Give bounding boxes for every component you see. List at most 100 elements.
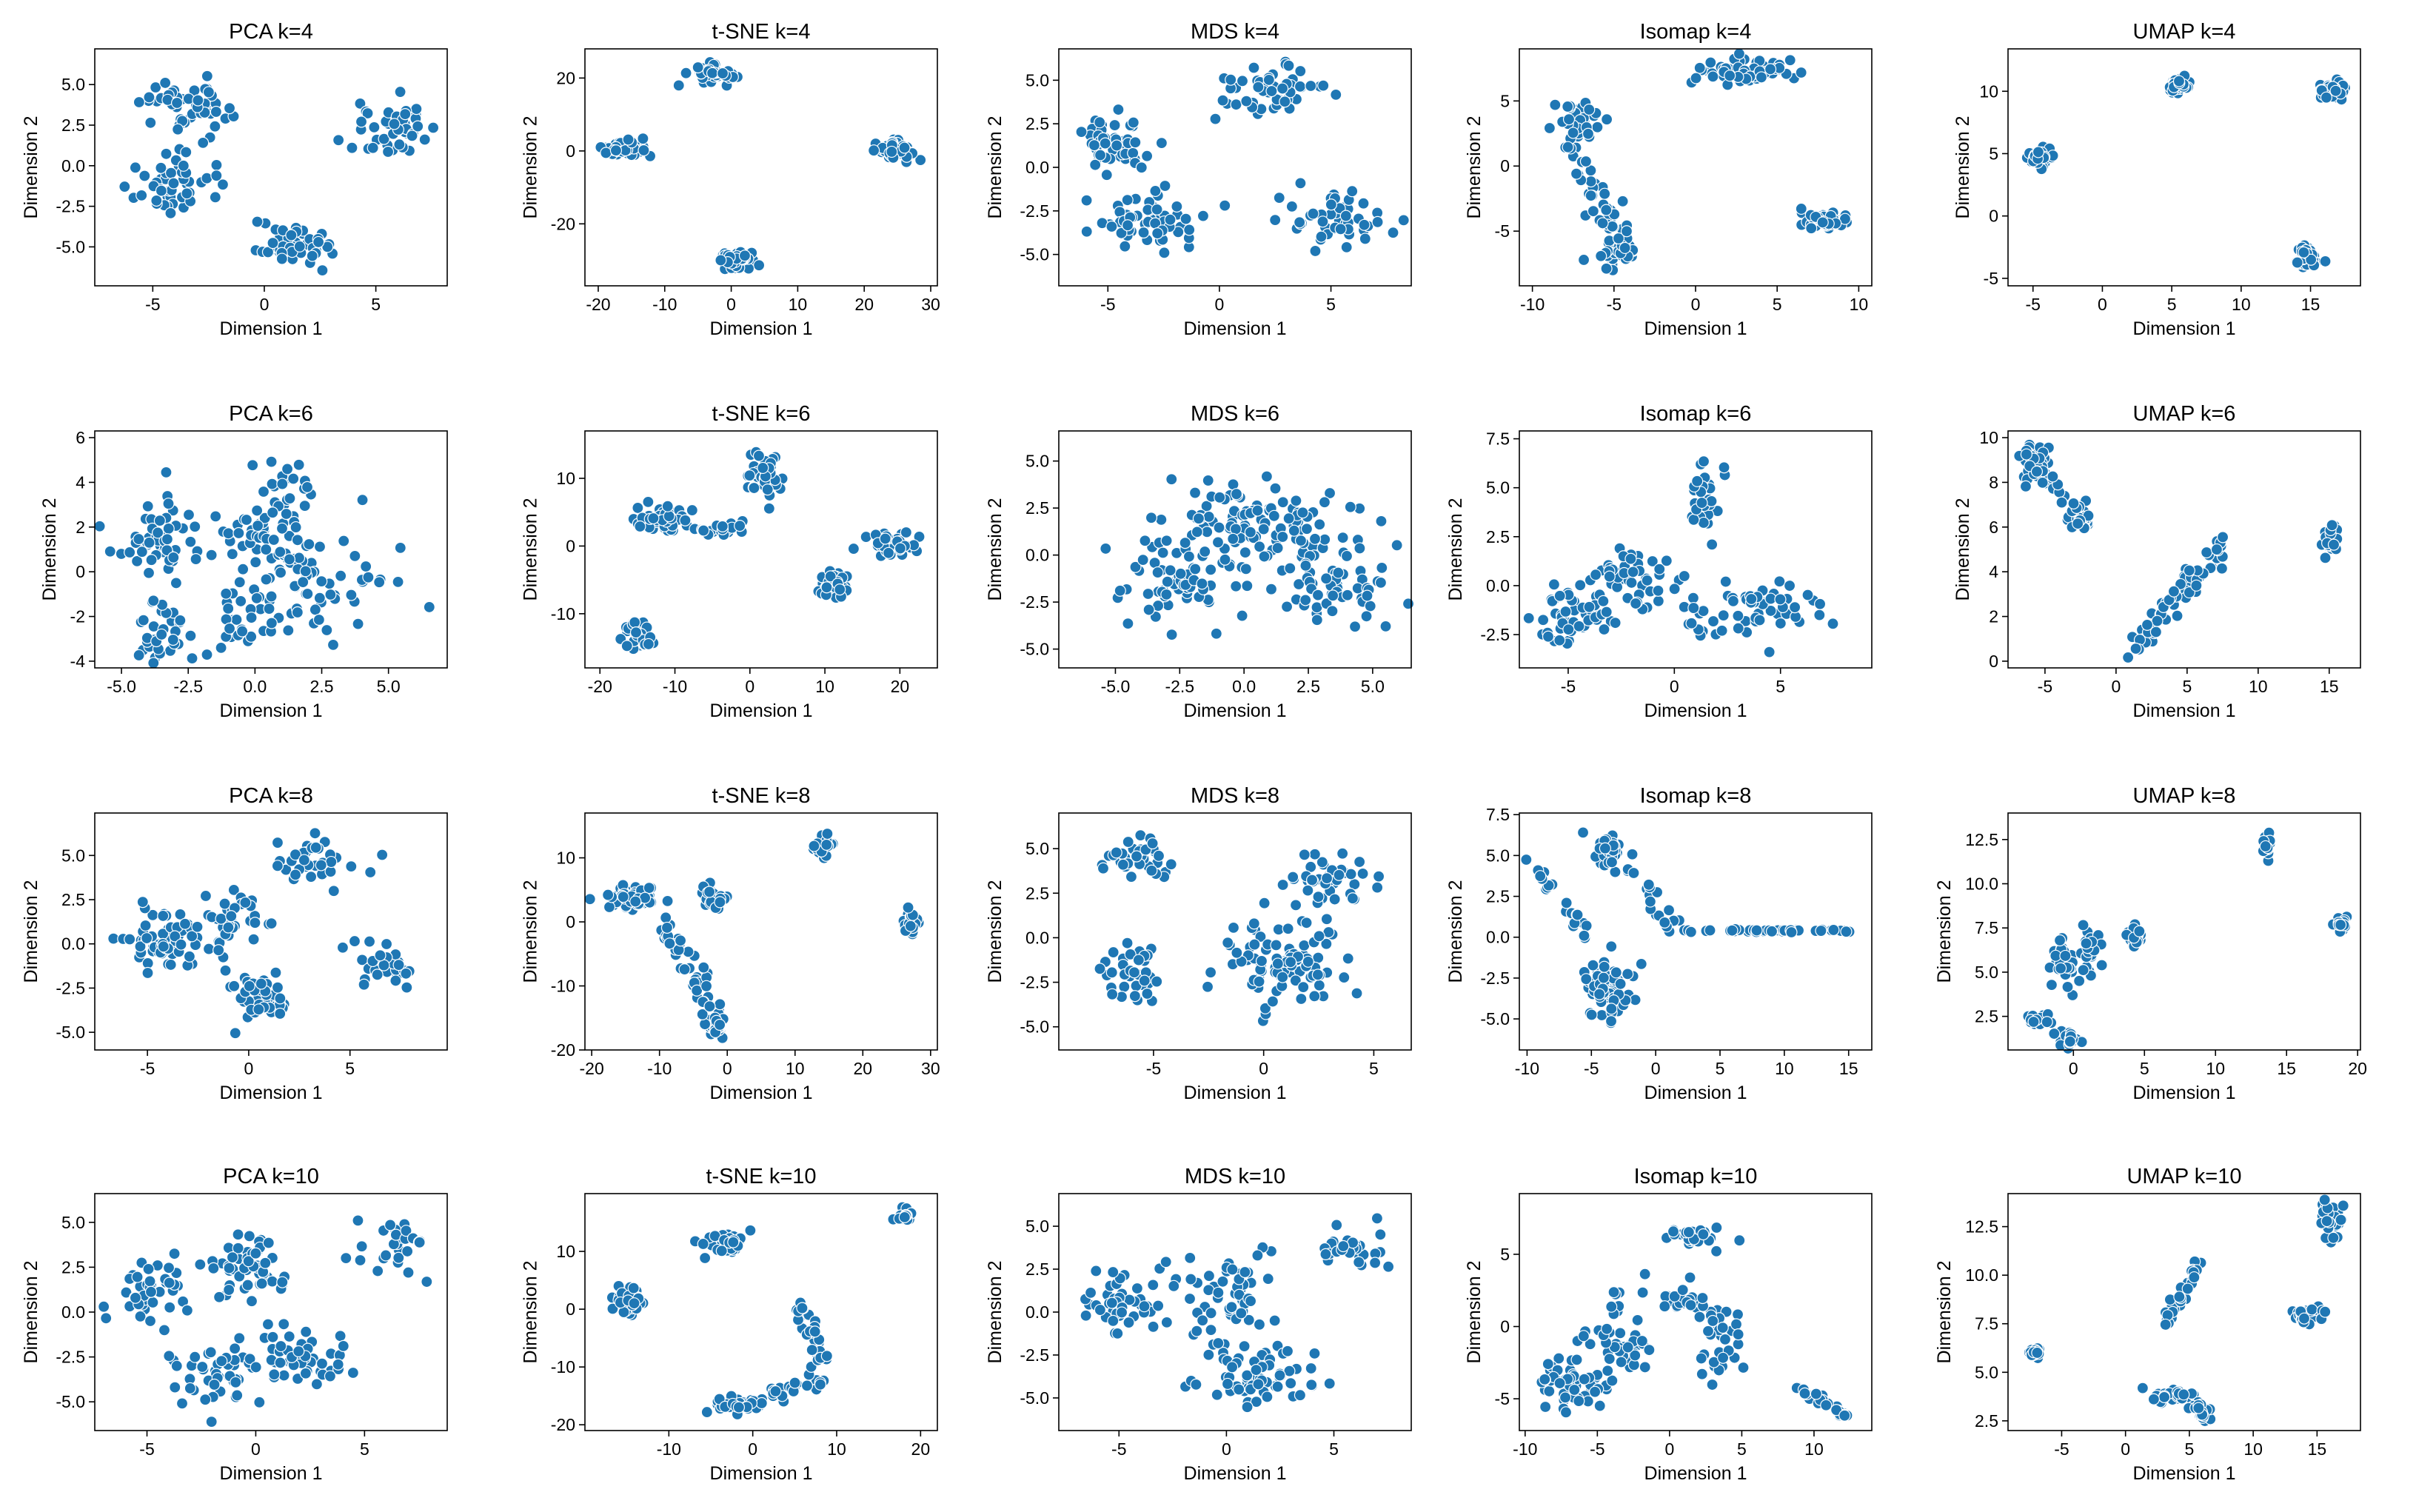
x-tick-label: 10 xyxy=(1850,295,1869,314)
data-point xyxy=(1080,225,1093,238)
data-point xyxy=(275,522,289,535)
x-tick-label: 0 xyxy=(1259,1059,1268,1078)
data-point xyxy=(270,966,282,979)
data-point xyxy=(1308,532,1322,545)
data-point xyxy=(98,1300,110,1313)
data-point xyxy=(163,1277,175,1289)
data-point xyxy=(1084,1286,1097,1299)
data-point xyxy=(1316,215,1329,228)
x-tick-label: -5 xyxy=(2054,1439,2069,1459)
data-point xyxy=(1626,848,1639,860)
data-point xyxy=(237,563,250,575)
y-tick-label: 5.0 xyxy=(1025,839,1049,858)
data-point xyxy=(602,889,615,901)
data-point xyxy=(1371,881,1384,894)
data-point xyxy=(303,538,315,551)
data-point xyxy=(1100,542,1112,555)
subplot-title: UMAP k=10 xyxy=(2126,1165,2241,1188)
subplot-title: t-SNE k=6 xyxy=(712,402,811,426)
data-point xyxy=(1560,897,1573,909)
x-tick-label: 20 xyxy=(891,677,910,696)
subplot-title: MDS k=8 xyxy=(1191,784,1279,808)
data-point xyxy=(278,1318,290,1331)
data-point xyxy=(660,921,674,934)
data-point xyxy=(1142,587,1154,601)
data-point xyxy=(674,934,687,947)
y-tick-label: 0.0 xyxy=(1025,928,1049,947)
data-point xyxy=(1610,966,1622,979)
data-point xyxy=(1374,1228,1387,1241)
data-point xyxy=(236,625,249,638)
data-point xyxy=(1763,646,1776,658)
data-point xyxy=(281,463,294,475)
data-point xyxy=(205,549,218,561)
x-tick-label: 5 xyxy=(2167,295,2177,314)
data-point xyxy=(732,1401,746,1414)
data-point xyxy=(1300,523,1314,535)
data-point xyxy=(1094,116,1106,129)
data-point xyxy=(1274,1369,1286,1382)
data-point xyxy=(1248,917,1260,930)
data-point xyxy=(124,933,136,946)
data-point xyxy=(1276,530,1289,543)
data-point xyxy=(2030,465,2044,478)
data-point xyxy=(642,638,655,651)
y-tick-label: -2 xyxy=(70,607,85,626)
data-point xyxy=(1605,1300,1618,1313)
y-tick-label: 5 xyxy=(1500,1245,1510,1264)
x-axis-label: Dimension 1 xyxy=(220,1083,323,1103)
data-point xyxy=(266,478,278,490)
data-point xyxy=(1097,862,1110,874)
data-point xyxy=(1138,1300,1151,1313)
data-point xyxy=(274,566,287,579)
y-tick-label: 2.5 xyxy=(1025,1260,1049,1279)
data-point xyxy=(1202,1284,1215,1297)
data-point xyxy=(271,860,284,872)
data-point xyxy=(1137,553,1149,566)
data-point xyxy=(629,895,642,908)
data-point xyxy=(1382,1260,1395,1273)
data-point xyxy=(1357,197,1370,210)
data-point xyxy=(609,144,623,157)
data-point xyxy=(142,1262,155,1276)
data-point xyxy=(260,543,272,556)
y-tick-label: -2.5 xyxy=(1020,201,1049,221)
data-point xyxy=(315,859,327,872)
data-point xyxy=(637,133,649,145)
data-point xyxy=(218,897,231,910)
data-point xyxy=(1155,137,1168,150)
x-tick-label: -20 xyxy=(588,677,612,696)
data-point xyxy=(1285,200,1298,213)
data-point xyxy=(293,240,306,252)
data-point xyxy=(1631,1314,1644,1327)
data-point xyxy=(1578,1373,1590,1385)
x-axis-label: Dimension 1 xyxy=(710,1083,813,1103)
data-point xyxy=(147,657,160,669)
data-point xyxy=(1106,988,1119,1000)
data-point xyxy=(150,81,162,94)
scatter-points xyxy=(1536,1221,1853,1422)
data-point xyxy=(1755,71,1767,84)
data-point xyxy=(1840,926,1853,938)
data-point xyxy=(1217,1275,1229,1288)
data-point xyxy=(1599,842,1611,854)
data-point xyxy=(2201,546,2213,559)
data-point xyxy=(1257,523,1270,535)
x-tick-label: 0 xyxy=(748,1439,757,1459)
y-tick-label: 5.0 xyxy=(1025,70,1049,90)
y-tick-label: 5.0 xyxy=(1975,963,1998,982)
data-point xyxy=(271,836,284,849)
subplot-title: UMAP k=6 xyxy=(2133,402,2236,426)
data-point xyxy=(229,1342,241,1355)
data-point xyxy=(1211,1388,1223,1401)
data-point xyxy=(1105,220,1118,233)
data-point xyxy=(1159,179,1171,193)
x-tick-label: -5 xyxy=(1100,295,1115,314)
data-point xyxy=(1522,612,1535,624)
data-point xyxy=(1202,1269,1216,1282)
data-point xyxy=(144,1275,156,1288)
data-point xyxy=(1716,624,1728,637)
data-point xyxy=(1265,84,1278,98)
data-point xyxy=(1624,552,1637,565)
data-point xyxy=(1157,546,1169,559)
